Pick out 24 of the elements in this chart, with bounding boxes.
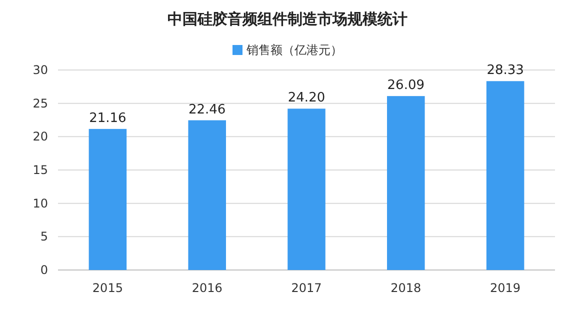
- bar: [387, 96, 425, 270]
- x-tick-label: 2019: [490, 281, 521, 295]
- chart-title: 中国硅胶音频组件制造市场规模统计: [168, 10, 408, 28]
- bar: [188, 120, 226, 270]
- y-tick-label: 15: [32, 163, 48, 177]
- y-tick-label: 30: [32, 63, 48, 77]
- y-tick-label: 20: [32, 130, 48, 144]
- data-label: 24.20: [288, 90, 326, 106]
- y-tick-label: 0: [40, 263, 48, 277]
- data-label: 21.16: [89, 110, 126, 126]
- y-tick-label: 25: [32, 96, 48, 110]
- x-tick-label: 2018: [390, 281, 422, 295]
- bar: [288, 108, 326, 270]
- bar: [486, 81, 524, 270]
- x-tick-label: 2016: [192, 281, 222, 295]
- legend-label: 销售额（亿港元）: [246, 43, 342, 57]
- x-tick-label: 2015: [92, 281, 123, 295]
- bar: [88, 128, 127, 270]
- data-label: 26.09: [387, 78, 425, 94]
- y-tick-label: 10: [32, 196, 48, 210]
- y-tick-label: 5: [40, 230, 48, 244]
- x-tick-label: 2017: [291, 281, 322, 295]
- data-label: 28.33: [486, 63, 524, 78]
- data-label: 22.46: [188, 102, 226, 118]
